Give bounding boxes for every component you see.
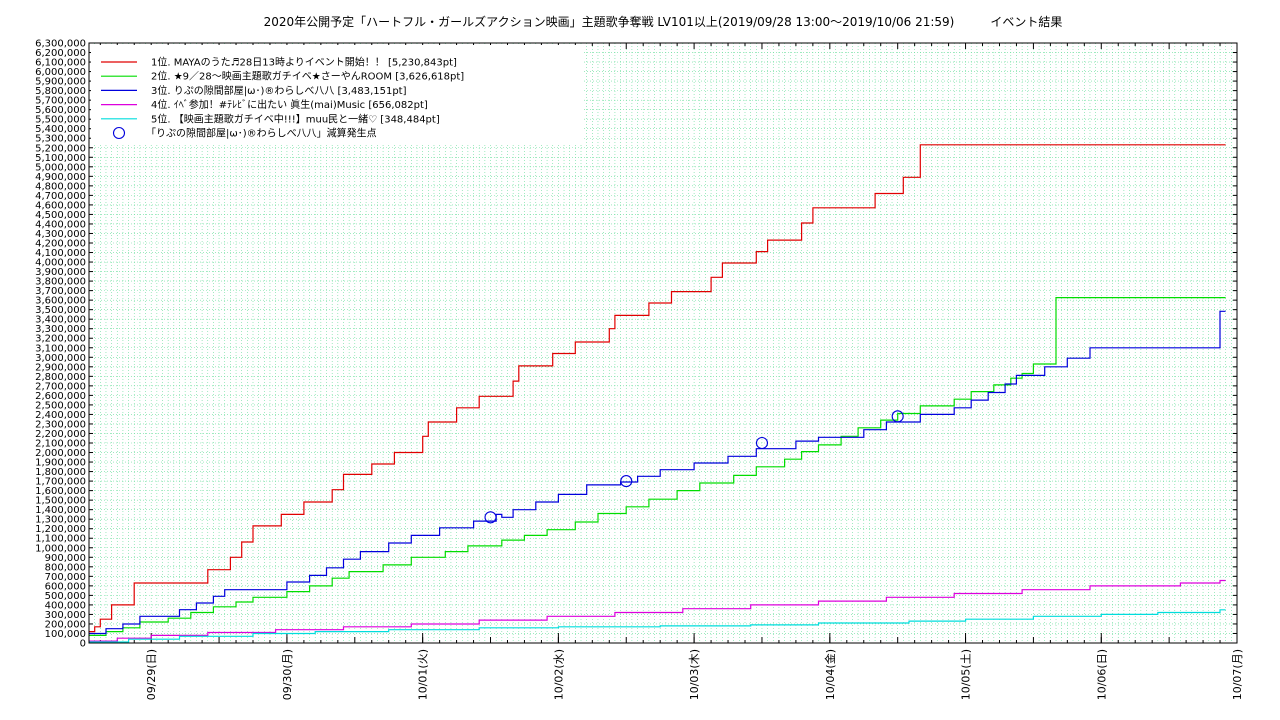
legend-entry-2: 2位. ★9／28〜映画主題歌ガチイベ★さーやんROOM [3,626,618p… [151, 70, 464, 83]
y-tick-label: 1,300,000 [35, 515, 86, 526]
series-line-2 [89, 297, 1226, 636]
legend-entry-4: 4位. ｲﾍﾞ参加！#ﾃﾚﾋﾞに出たい 眞生(mai)Music [656,08… [151, 98, 428, 111]
y-tick-label: 1,600,000 [35, 486, 86, 497]
y-tick-label: 3,200,000 [35, 334, 86, 345]
y-tick-label: 600,000 [45, 581, 86, 592]
legend-marker-symbol [112, 126, 126, 140]
y-tick-label: 2,700,000 [35, 381, 86, 392]
subtraction-markers [484, 410, 904, 524]
y-tick-label: 1,000,000 [35, 543, 86, 554]
x-tick-label: 10/07(月) [1231, 649, 1244, 700]
y-tick-label: 2,400,000 [35, 410, 86, 421]
y-tick-label: 4,400,000 [35, 219, 86, 230]
y-tick-label: 1,800,000 [35, 467, 86, 478]
y-tick-label: 2,600,000 [35, 391, 86, 402]
y-tick-label: 800,000 [45, 562, 86, 573]
y-tick-label: 6,000,000 [35, 67, 86, 78]
y-tick-label: 5,900,000 [35, 77, 86, 88]
plot-frame [88, 42, 1238, 644]
y-tick-label: 4,300,000 [35, 229, 86, 240]
y-tick-label: 2,300,000 [35, 419, 86, 430]
grid [88, 42, 1238, 643]
legend-entry-markers: 「りぷの隙間部屋|ω･)®わらしべ八八」減算発生点 [146, 127, 377, 140]
y-tick-label: 2,900,000 [35, 362, 86, 373]
chart-title: 2020年公開予定「ハートフル・ガールズアクション映画」主題歌争奪戦 LV101… [264, 14, 1063, 29]
legend-entry-1: 1位. MAYAのうた♬28日13時よりイベント開始！！ [5,230,843p… [151, 56, 457, 69]
y-tick-label: 700,000 [45, 572, 86, 583]
series-lines [89, 144, 1226, 643]
y-tick-label: 2,200,000 [35, 429, 86, 440]
subtraction-marker [755, 436, 769, 450]
series-line-3 [89, 310, 1226, 635]
y-tick-label: 300,000 [45, 610, 86, 621]
y-tick-label: 4,500,000 [35, 210, 86, 221]
y-tick-label: 4,900,000 [35, 172, 86, 183]
y-tick-label: 6,200,000 [35, 48, 86, 59]
series-line-1 [89, 144, 1226, 633]
y-tick-label: 3,500,000 [35, 305, 86, 316]
y-tick-label: 6,100,000 [35, 58, 86, 69]
y-tick-label: 2,800,000 [35, 372, 86, 383]
y-tick-label: 900,000 [45, 553, 86, 564]
y-tick-label: 1,200,000 [35, 524, 86, 535]
y-tick-label: 3,300,000 [35, 324, 86, 335]
subtraction-marker [891, 410, 904, 423]
y-tick-label: 4,600,000 [35, 200, 86, 211]
y-tick-label: 3,000,000 [35, 353, 86, 364]
y-tick-label: 2,500,000 [35, 400, 86, 411]
y-tick-label: 5,400,000 [35, 124, 86, 135]
y-tick-label: 5,000,000 [35, 162, 86, 173]
x-tick-label: 10/04(金) [823, 649, 837, 700]
y-tick-label: 3,900,000 [35, 267, 86, 278]
y-tick-label: 1,500,000 [35, 496, 86, 507]
y-tick-label: 0 [80, 639, 86, 650]
series-line-5 [89, 609, 1226, 643]
legend-background [91, 45, 583, 145]
y-tick-label: 4,000,000 [35, 258, 86, 269]
y-tick-label: 5,200,000 [35, 143, 86, 154]
y-tick-label: 5,700,000 [35, 96, 86, 107]
y-tick-label: 6,300,000 [35, 39, 86, 50]
y-tick-label: 3,100,000 [35, 343, 86, 354]
x-tick-label: 09/29(日) [145, 649, 158, 700]
y-tick-label: 5,600,000 [35, 105, 86, 116]
y-tick-label: 1,400,000 [35, 505, 86, 516]
series-line-4 [89, 579, 1226, 642]
y-tick-label: 1,100,000 [35, 534, 86, 545]
y-tick-label: 3,400,000 [35, 315, 86, 326]
y-tick-label: 5,300,000 [35, 134, 86, 145]
y-tick-label: 1,700,000 [35, 477, 86, 488]
subtraction-marker [484, 511, 497, 524]
y-tick-label: 3,600,000 [35, 296, 86, 307]
y-tick-label: 4,100,000 [35, 248, 86, 259]
y-tick-label: 5,100,000 [35, 153, 86, 164]
y-tick-label: 2,000,000 [35, 448, 86, 459]
y-tick-label: 3,800,000 [35, 277, 86, 288]
x-tick-label: 10/01(火) [417, 649, 430, 700]
subtraction-marker [620, 475, 633, 488]
y-tick-label: 3,700,000 [35, 286, 86, 297]
x-tick-label: 10/06(日) [1095, 649, 1108, 700]
y-tick-label: 100,000 [45, 629, 86, 640]
x-tick-label: 09/30(月) [281, 649, 294, 700]
y-tick-label: 2,100,000 [35, 439, 86, 450]
x-tick-label: 10/02(水) [552, 649, 565, 700]
y-tick-label: 200,000 [45, 619, 86, 630]
x-tick-label: 10/03(木) [688, 649, 701, 700]
y-tick-label: 1,900,000 [35, 458, 86, 469]
y-axis: 0100,000200,000300,000400,000500,000600,… [35, 39, 1237, 650]
legend-entry-5: 5位. 【映画主題歌ガチイベ中!!!】muu民と一緒♡ [348,484pt] [151, 112, 440, 125]
y-tick-label: 500,000 [45, 591, 86, 602]
x-tick-label: 10/05(土) [960, 649, 973, 700]
y-tick-label: 5,800,000 [35, 86, 86, 97]
y-tick-label: 4,700,000 [35, 191, 86, 202]
legend: 1位. MAYAのうた♬28日13時よりイベント開始！！ [5,230,843p… [91, 45, 583, 145]
y-tick-label: 4,800,000 [35, 181, 86, 192]
y-tick-label: 400,000 [45, 600, 86, 611]
y-tick-label: 4,200,000 [35, 239, 86, 250]
legend-entry-3: 3位. りぷの隙間部屋|ω･)®わらしべ八八 [3,483,151pt] [151, 84, 407, 97]
y-tick-label: 5,500,000 [35, 115, 86, 126]
x-axis: 09/29(日) 09/30(月) 10/01(火) 10/02(水) 10/03(木)… [99, 43, 1244, 700]
